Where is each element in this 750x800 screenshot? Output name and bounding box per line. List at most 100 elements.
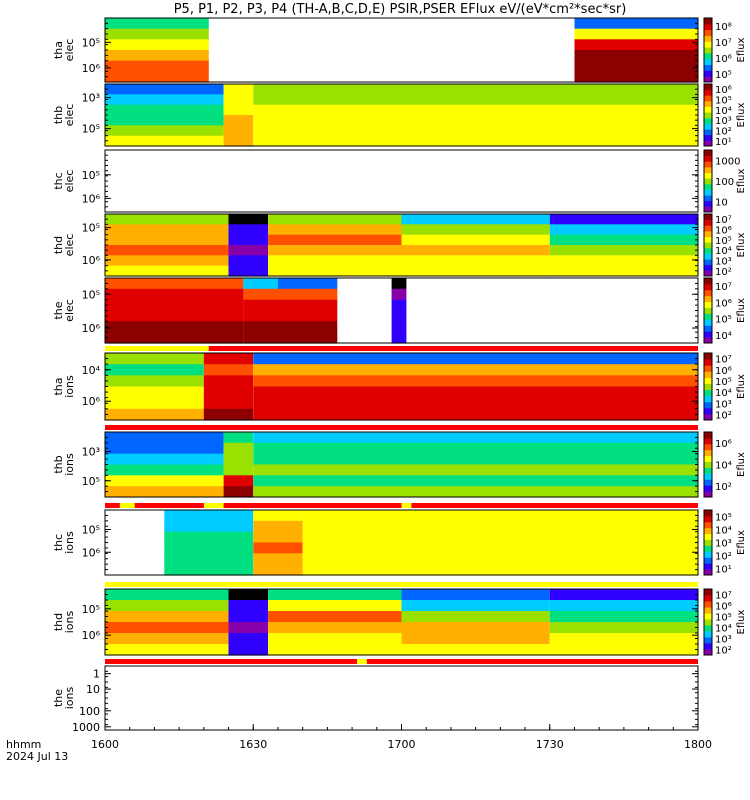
panel-ylabel: thdelec	[52, 234, 76, 257]
y-tick-label: 10⁵	[82, 288, 100, 301]
colorbar-segment	[704, 319, 712, 326]
y-tick-label: 10	[86, 683, 100, 696]
spectrogram-cell	[164, 531, 254, 544]
spectrogram-cell	[549, 245, 699, 256]
status-strip	[105, 425, 698, 430]
panel-ylabel-species: elec	[63, 104, 76, 127]
colorbar-segment	[704, 301, 712, 308]
spectrogram-cell	[401, 214, 550, 225]
spectrogram-cell	[253, 408, 699, 421]
spectrogram-cell	[105, 397, 204, 410]
y-tick-label: 10⁶	[82, 62, 101, 75]
colorbar-segment	[704, 52, 712, 60]
colorbar-segment	[704, 264, 712, 271]
spectrogram-cell	[549, 224, 699, 236]
colorbar-tick-label: 10⁶	[715, 366, 732, 377]
spectrogram-cell	[574, 60, 698, 72]
colorbar-segment	[704, 413, 712, 421]
colorbar-segment	[704, 479, 712, 486]
spectrogram-cell	[549, 214, 699, 225]
panel-ylabel-probe: thc	[52, 534, 65, 551]
colorbar-segment	[704, 270, 712, 277]
colorbar-segment	[704, 195, 712, 202]
colorbar-tick-label: 10⁶	[715, 298, 732, 309]
spectrogram-cell	[401, 245, 550, 256]
spectrogram-cell	[105, 288, 244, 301]
x-tick-label: 1700	[388, 738, 416, 751]
colorbar-segment	[704, 449, 712, 457]
panel-ylabel: thcions	[52, 531, 76, 554]
colorbar-segment	[704, 625, 712, 632]
spectrogram-cell	[278, 332, 338, 344]
colorbar-tick-label: 10⁴	[715, 624, 732, 635]
spectrogram-cell	[105, 28, 209, 40]
colorbar-segment	[704, 295, 712, 303]
spectrogram-cell	[223, 135, 254, 147]
colorbar-segment	[704, 230, 712, 237]
panel-ylabel: theions	[52, 686, 76, 709]
y-tick-label: 10⁶	[82, 322, 101, 335]
x-tick-label: 1600	[91, 738, 119, 751]
spectrogram-cell	[203, 353, 254, 365]
panel-ylabel: thbelec	[52, 104, 76, 127]
panel-the-ions: theions 1 10 100 1000	[52, 665, 699, 734]
x-tick-label: 1800	[684, 738, 712, 751]
spectrogram-cell	[278, 299, 338, 312]
colorbar-segment	[704, 289, 712, 297]
colorbar-tick-label: 10⁶	[715, 54, 732, 65]
y-tick-label: 10⁶	[82, 395, 101, 408]
spectrogram-cell	[278, 310, 338, 322]
spectrogram-cell	[105, 644, 229, 656]
spectrogram-cell	[253, 397, 699, 410]
spectrogram-cell	[302, 520, 698, 533]
spectrogram-cell	[268, 224, 402, 236]
spectrogram-cell	[105, 375, 204, 388]
spectrogram-cell	[164, 520, 254, 533]
spectrogram-cell	[105, 332, 244, 344]
colorbar-segment	[704, 619, 712, 626]
spectrogram-cell	[105, 611, 229, 623]
colorbar-segment	[704, 455, 712, 462]
spectrogram-cell	[243, 332, 278, 344]
spectrogram-cell	[401, 633, 550, 645]
spectrogram-cell	[302, 531, 698, 544]
colorbar-tick-label: 10⁷	[715, 215, 732, 226]
spectrogram-cell	[243, 310, 278, 322]
spectrogram-cell	[253, 364, 699, 376]
colorbar-frame	[703, 17, 713, 83]
colorbar-segment	[704, 637, 712, 644]
colorbar-segment	[704, 437, 712, 445]
colorbar-segment	[704, 200, 712, 207]
spectrogram-cell	[549, 234, 699, 246]
spectrogram-cell	[105, 432, 224, 444]
spectrogram-cell	[223, 115, 254, 126]
spectrogram-cell	[105, 321, 244, 333]
y-tick-label: 10⁵	[82, 603, 100, 616]
colorbar-segment	[704, 161, 712, 168]
spectrogram-cell	[268, 214, 402, 225]
panel-ylabel-probe: the	[52, 301, 65, 319]
spectrogram-cell	[203, 364, 254, 376]
colorbar-tick-label: 10¹	[715, 137, 732, 148]
spectrogram-cell	[391, 299, 407, 312]
panel-ylabel-species: ions	[63, 375, 76, 398]
spectrogram-cell	[228, 234, 268, 246]
spectrogram-cell	[574, 39, 698, 51]
spectrogram-cell	[253, 353, 699, 365]
colorbar-segment	[704, 307, 712, 314]
colorbar-tick-label: 10⁷	[715, 38, 732, 49]
spectrogram-cell	[105, 464, 224, 476]
spectrogram-cell	[401, 255, 550, 267]
spectrogram-cell	[278, 321, 338, 333]
colorbar-tick-label: 10⁵	[715, 96, 732, 107]
spectrogram-cell	[401, 265, 550, 277]
spectrogram-cell	[223, 475, 254, 487]
spectrogram-cell	[223, 84, 254, 95]
spectrogram-cell	[549, 265, 699, 277]
panel-ylabel-species: ions	[63, 610, 76, 633]
colorbar-tick-label: 10⁵	[715, 315, 732, 326]
colorbar-tick-label: 10⁴	[715, 331, 732, 342]
colorbar-segment	[704, 551, 712, 558]
